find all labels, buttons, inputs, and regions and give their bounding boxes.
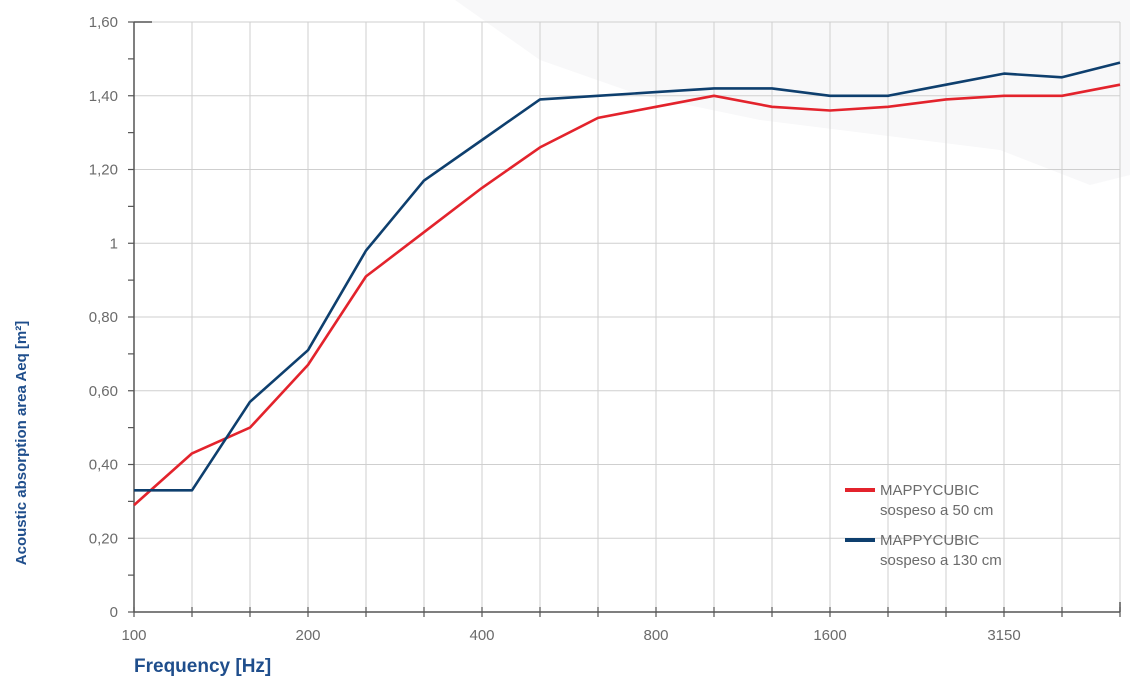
- y-tick-label: 0: [110, 604, 118, 621]
- x-axis-title: Frequency [Hz]: [134, 656, 271, 677]
- y-tick-label: 1,20: [89, 162, 118, 179]
- legend: MAPPYCUBIC sospeso a 50 cm MAPPYCUBIC sospe…: [845, 482, 1002, 569]
- series-line-1: [133, 83, 1121, 507]
- x-tick-label: 200: [295, 627, 320, 644]
- grid: [134, 21, 1121, 612]
- legend-label: MAPPYCUBIC: [880, 532, 979, 549]
- y-tick-label: 1,40: [89, 88, 118, 105]
- y-axis-title: Acoustic absorption area Aeq [m²]: [13, 321, 30, 565]
- background-shape: [455, 0, 1130, 185]
- x-tick-label: 400: [469, 627, 494, 644]
- y-tick-label: 0,20: [89, 530, 118, 547]
- y-tick-label: 0,60: [89, 383, 118, 400]
- x-tick-label: 1600: [813, 627, 846, 644]
- x-ticks: 100 200 400 800 1600 3150: [121, 607, 1121, 644]
- legend-label: sospeso a 50 cm: [880, 502, 993, 519]
- y-tick-label: 0,80: [89, 309, 118, 326]
- y-tick-label: 0,40: [89, 457, 118, 474]
- x-tick-label: 800: [643, 627, 668, 644]
- x-tick-label: 100: [121, 627, 146, 644]
- legend-label: sospeso a 130 cm: [880, 552, 1002, 569]
- legend-label: MAPPYCUBIC: [880, 482, 979, 499]
- y-ticks: 0 0,20 0,40 0,60 0,80 1 1,20 1,40 1,60: [89, 14, 134, 621]
- y-tick-label: 1: [110, 235, 118, 252]
- y-tick-label: 1,60: [89, 14, 118, 31]
- series-lines: [133, 61, 1121, 507]
- series-line-2: [134, 61, 1121, 492]
- x-tick-label: 3150: [987, 627, 1020, 644]
